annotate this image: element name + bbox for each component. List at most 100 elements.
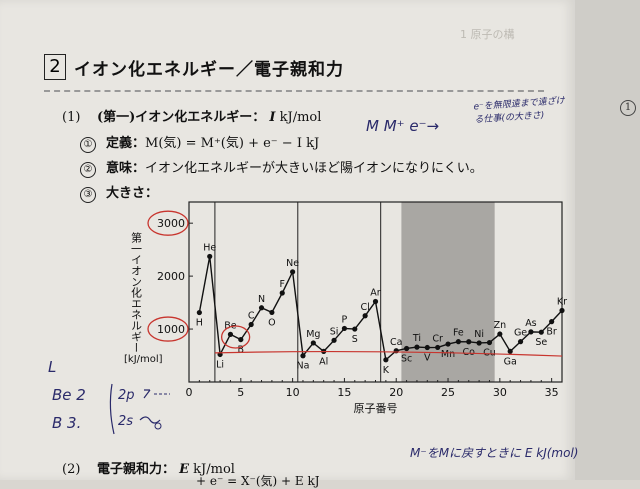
- x-tick-label: 25: [441, 386, 455, 399]
- handwritten-bracket-sketch: [109, 383, 170, 435]
- handwritten-2p: 2p: [118, 388, 135, 403]
- element-label: Ca: [390, 337, 402, 348]
- data-point: [414, 344, 420, 350]
- element-label: B: [238, 345, 245, 356]
- x-tick-label: 20: [389, 386, 403, 399]
- part2-symbol: E: [179, 462, 190, 477]
- element-label: Ar: [370, 287, 380, 298]
- item-number: ②: [80, 162, 96, 178]
- red-circle-3000: [147, 210, 189, 236]
- element-label: Mg: [306, 329, 320, 340]
- data-point: [507, 348, 513, 354]
- x-tick-label: 15: [337, 386, 351, 399]
- data-point: [227, 331, 234, 337]
- data-point: [207, 253, 213, 260]
- definition-label: 定義：: [106, 136, 146, 151]
- element-label: P: [342, 314, 348, 325]
- data-point: [248, 321, 254, 328]
- x-tick-label: 30: [493, 386, 507, 399]
- part1-heading: (第一)イオン化エネルギー：: [96, 110, 266, 125]
- element-label: Sc: [401, 353, 412, 364]
- red-circle-1000: [147, 316, 189, 342]
- element-label: As: [525, 318, 536, 329]
- data-point: [310, 340, 316, 346]
- part1-heading-line: (1) (第一)イオン化エネルギー： I kJ/mol: [62, 106, 321, 125]
- definition-text: M(気) = M⁺(気) + e⁻ − I kJ: [145, 136, 320, 151]
- size-label: 大きさ：: [106, 186, 159, 201]
- element-label: F: [280, 279, 285, 290]
- element-label: Cr: [432, 333, 443, 344]
- data-point: [435, 344, 441, 351]
- data-point: [455, 339, 461, 345]
- definition-line: ① 定義：M(気) = M⁺(気) + e⁻ − I kJ: [80, 132, 319, 153]
- handwritten-be: Be 2: [52, 386, 86, 404]
- section-divider: [44, 90, 544, 92]
- element-label: Ga: [504, 356, 517, 367]
- item-number: ①: [80, 137, 96, 153]
- handwritten-2s: 2s: [118, 414, 134, 429]
- size-line: ③ 大きさ：: [80, 182, 158, 203]
- part1-symbol: I: [269, 110, 276, 125]
- y-tick-label: 1000: [157, 323, 185, 336]
- handwritten-m-arrow: M M⁺ e⁻→: [366, 117, 440, 135]
- data-point: [424, 344, 430, 351]
- meaning-line: ② 意味：イオン化エネルギーが大きいほど陽イオンになりにくい。: [80, 157, 483, 178]
- data-point: [290, 269, 296, 275]
- data-point: [559, 307, 565, 314]
- y-axis-label: 第一イオン化エネルギー: [130, 231, 143, 353]
- handwritten-b: B 3.: [52, 414, 82, 432]
- data-point: [258, 305, 265, 311]
- data-point: [528, 329, 534, 335]
- adjacent-page: [575, 0, 640, 480]
- data-point: [352, 326, 358, 332]
- red-guide-line: [214, 350, 563, 357]
- element-label: Be: [224, 320, 237, 331]
- element-label: Ne: [286, 258, 299, 269]
- data-point: [497, 331, 503, 337]
- part2-label: (2): [62, 462, 81, 477]
- y-tick-label: 3000: [157, 217, 185, 230]
- part2-heading: 電子親和力：: [96, 462, 175, 477]
- item-number: ③: [80, 187, 96, 203]
- data-point: [403, 345, 410, 352]
- element-label: Ni: [474, 329, 484, 340]
- part2-heading-line: (2) 電子親和力： E kJ/mol: [62, 458, 235, 477]
- data-point: [372, 298, 379, 305]
- element-label: O: [268, 317, 275, 328]
- data-point: [331, 337, 337, 343]
- x-tick-label: 5: [237, 386, 244, 399]
- data-point: [196, 309, 202, 316]
- x-tick-label: 10: [286, 386, 300, 399]
- element-label: Cl: [360, 302, 369, 313]
- element-label: Fe: [453, 328, 464, 339]
- element-label: V: [424, 353, 431, 364]
- meaning-text: イオン化エネルギーが大きいほど陽イオンになりにくい。: [145, 161, 483, 176]
- element-label: Na: [297, 361, 310, 372]
- part1-unit: kJ/mol: [279, 110, 322, 125]
- red-circle-be-b: [220, 325, 251, 349]
- element-label: Se: [535, 337, 547, 348]
- element-label: H: [196, 318, 203, 329]
- data-point: [341, 325, 348, 332]
- part2-unit: kJ/mol: [193, 462, 235, 477]
- part2-cut-text: + e⁻ = X⁻(気) + E kJ: [196, 474, 320, 488]
- data-point: [300, 353, 306, 359]
- data-point: [445, 341, 451, 347]
- element-label: N: [258, 294, 265, 305]
- element-label: Mn: [441, 349, 455, 360]
- element-label: Si: [330, 326, 339, 337]
- section-title: イオン化エネルギー／電子親和力: [74, 60, 344, 80]
- x-axis-label: 原子番号: [354, 402, 398, 415]
- element-label: S: [352, 334, 358, 345]
- element-label: Ti: [412, 333, 421, 344]
- part1-label: (1): [62, 110, 81, 125]
- handwritten-l: L: [48, 358, 57, 376]
- element-label: C: [248, 311, 255, 322]
- element-label: He: [203, 242, 216, 253]
- element-label: K: [383, 365, 390, 376]
- element-label: Li: [216, 359, 224, 370]
- element-label: Br: [546, 327, 557, 338]
- y-axis-unit: [kJ/mol]: [124, 354, 163, 365]
- ionization-series-line: [198, 256, 563, 362]
- x-tick-label: 35: [545, 386, 559, 399]
